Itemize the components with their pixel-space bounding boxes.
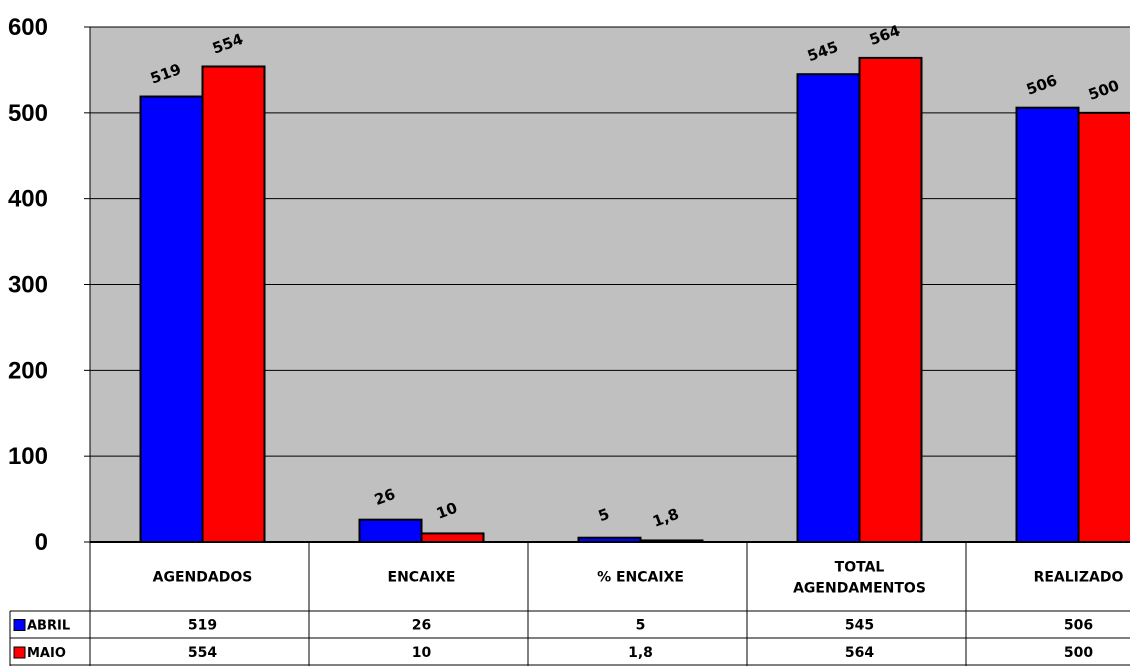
bar-abril-1 [139, 95, 204, 544]
legend-label-abril: ABRIL [27, 619, 70, 634]
bars [139, 56, 1130, 544]
y-tick-label: 500 [8, 100, 48, 127]
bar-maio-5 [1077, 111, 1130, 543]
bar-abril-2 [358, 518, 423, 544]
bar-maio-3 [639, 539, 704, 544]
y-tick-label: 200 [8, 357, 48, 384]
legend-swatch-maio [13, 646, 26, 659]
category-label: TOTAL [835, 560, 885, 576]
table-cell-maio: 10 [412, 645, 432, 661]
table-cell-maio: 564 [845, 645, 874, 661]
bar-maio-2 [420, 532, 485, 544]
table-cell-abril: 5 [636, 618, 646, 634]
data-table: AGENDADOS ENCAIXE % ENCAIXE TOTAL AGENDAMENT… [9, 542, 1130, 666]
y-tick-label: 0 [35, 529, 48, 556]
category-label: REALIZADO [1034, 570, 1124, 586]
legend-label-maio: MAIO [27, 646, 66, 661]
y-tick-label: 600 [8, 14, 48, 41]
category-label: % ENCAIXE [597, 570, 684, 586]
table-cell-abril: 545 [845, 618, 874, 634]
bar-abril-3 [577, 536, 642, 543]
y-tick-label: 400 [8, 186, 48, 213]
category-label: AGENDADOS [153, 570, 253, 586]
category-label: ENCAIXE [388, 570, 456, 586]
legend-swatch-abril [13, 619, 26, 631]
category-label: AGENDAMENTOS [793, 581, 926, 597]
table-cell-abril: 506 [1064, 618, 1093, 634]
table-cell-maio: 500 [1064, 645, 1093, 661]
y-tick-label: 300 [8, 272, 48, 299]
bar-maio-1 [201, 65, 266, 543]
table-cell-maio: 554 [188, 645, 217, 661]
table-cell-abril: 519 [188, 618, 217, 634]
table-cell-maio: 1,8 [628, 645, 653, 661]
bar-abril-5 [1015, 106, 1080, 544]
bar-maio-4 [858, 56, 923, 544]
table-cell-abril: 26 [412, 618, 431, 634]
y-tick-label: 100 [8, 443, 48, 470]
y-axis-ticks: 0 100 200 300 400 500 600 [8, 14, 48, 556]
bar-abril-4 [796, 73, 861, 543]
